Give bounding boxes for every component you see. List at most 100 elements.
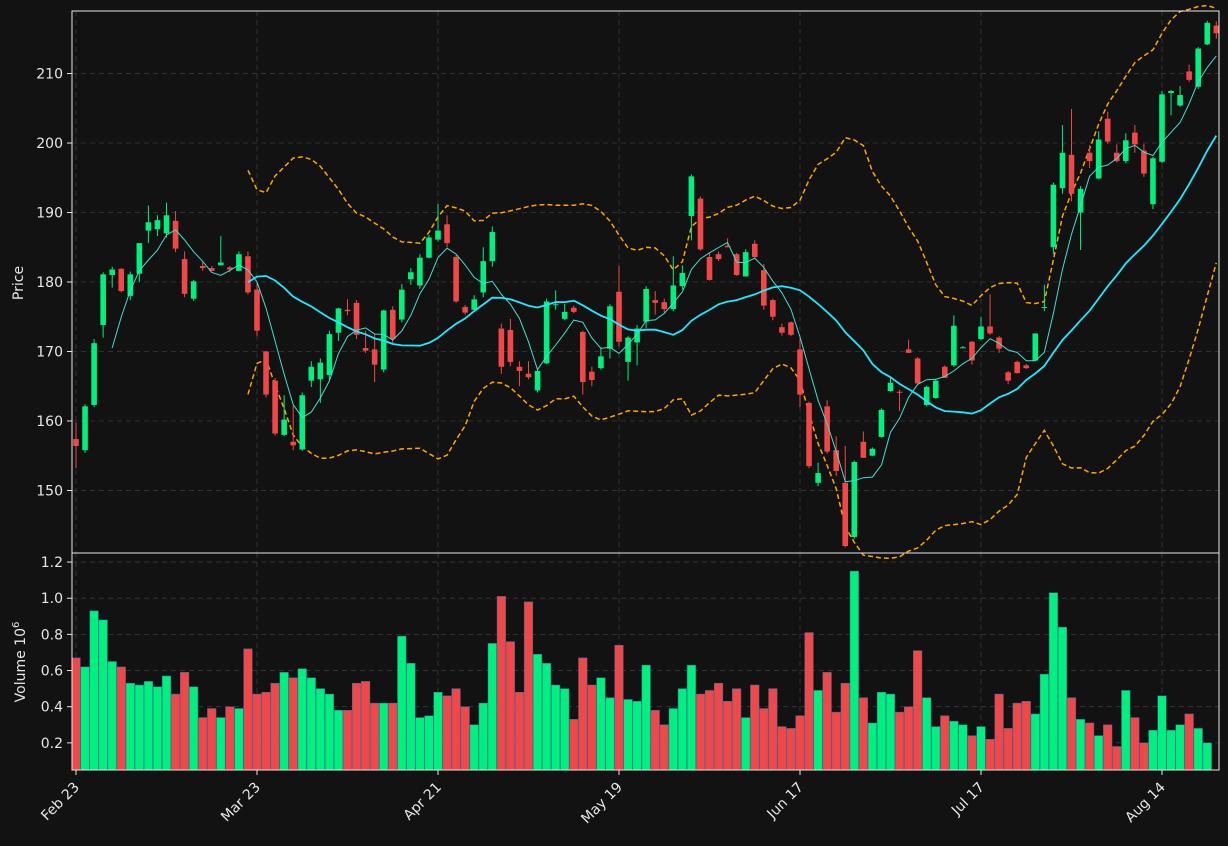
- candle-body: [842, 482, 849, 547]
- volume-bar: [686, 664, 696, 771]
- candle-body: [815, 473, 821, 483]
- volume-bar: [225, 706, 235, 771]
- candle-body: [589, 371, 595, 380]
- candle-body: [1104, 118, 1111, 142]
- candle-body: [634, 328, 640, 343]
- candle-body: [670, 285, 677, 310]
- volume-bar: [569, 719, 579, 771]
- volume-bar: [234, 708, 244, 771]
- bollinger-bands: [247, 4, 1218, 560]
- candle-body: [598, 356, 604, 369]
- candle-body: [525, 373, 532, 378]
- volume-bar: [1057, 626, 1068, 771]
- volume-bar: [261, 691, 271, 771]
- volume-tick-label: 0.4: [41, 700, 63, 716]
- volume-bar: [469, 724, 479, 771]
- volume-bar: [487, 643, 497, 771]
- candle-body: [742, 252, 749, 277]
- candle-body: [860, 441, 867, 458]
- volume-axis-label-text: Volume 10: [13, 628, 29, 702]
- volume-bar: [252, 693, 262, 771]
- candle-body: [851, 461, 858, 538]
- candle-body: [534, 370, 541, 391]
- candle-body: [706, 256, 713, 280]
- volume-bar: [243, 648, 253, 771]
- candle-body: [1005, 372, 1011, 381]
- volume-bar: [695, 693, 706, 771]
- volume-bar: [1157, 695, 1167, 771]
- candle-body: [914, 358, 921, 384]
- candle-body: [978, 326, 984, 339]
- volume-bar: [116, 666, 126, 771]
- volume-bar: [659, 724, 669, 771]
- volume-bar: [98, 619, 108, 771]
- candle-body: [724, 245, 731, 248]
- price-axis-label: Price: [11, 266, 27, 300]
- candle-body: [82, 406, 88, 451]
- volume-bar: [895, 711, 905, 771]
- candle-body: [779, 327, 785, 333]
- candle-body: [960, 347, 966, 349]
- volume-bar: [388, 702, 398, 771]
- volume-bar: [804, 632, 814, 771]
- candle-body: [1095, 139, 1102, 179]
- candle-body: [770, 300, 776, 317]
- volume-bar: [1066, 697, 1077, 771]
- candle-body: [688, 176, 695, 216]
- volume-bar: [578, 657, 588, 771]
- volume-bar: [89, 610, 99, 771]
- volume-bar: [759, 708, 769, 771]
- candle-body: [480, 261, 487, 293]
- candle-body: [1032, 333, 1039, 361]
- volume-bar: [1166, 729, 1176, 771]
- candle-body: [154, 220, 161, 230]
- volume-bar: [533, 654, 543, 771]
- candle-body: [1141, 150, 1147, 174]
- candle-body: [344, 309, 351, 312]
- candle-body: [109, 269, 115, 276]
- volume-bar: [623, 699, 633, 771]
- volume-bar: [496, 596, 506, 771]
- volume-bar: [858, 697, 868, 771]
- volume-bar: [741, 717, 751, 771]
- volume-bar: [967, 735, 977, 771]
- volume-bar: [1030, 713, 1040, 771]
- candle-body: [444, 224, 450, 244]
- volume-bar: [1121, 690, 1131, 771]
- volume-bar: [288, 677, 298, 771]
- volume-bar: [342, 710, 353, 771]
- volume-bar: [523, 601, 534, 771]
- volume-bar: [451, 688, 461, 771]
- candle-body: [951, 325, 957, 366]
- candle-body: [489, 231, 496, 262]
- volume-bar: [460, 706, 470, 771]
- candle-body: [1050, 184, 1057, 248]
- candle-body: [471, 299, 477, 310]
- candle-body: [543, 301, 550, 364]
- volume-bar: [714, 682, 724, 771]
- moving-averages: [111, 55, 1218, 483]
- volume-bar: [732, 688, 742, 771]
- candle-body: [498, 328, 505, 367]
- volume-bar: [207, 708, 217, 771]
- volume-bar: [1184, 713, 1194, 771]
- candle-body: [1113, 152, 1120, 162]
- volume-bar: [1012, 702, 1022, 771]
- volume-bar: [171, 693, 181, 771]
- candle-body: [679, 272, 686, 287]
- volume-bar: [840, 682, 850, 771]
- candle-body: [923, 386, 930, 405]
- volume-bar: [958, 724, 968, 771]
- volume-bar: [650, 710, 660, 771]
- volume-bar: [704, 690, 715, 771]
- candle-body: [833, 450, 839, 472]
- volume-tick-label: 0.2: [41, 736, 63, 752]
- volume-bar: [632, 701, 642, 771]
- candle-body: [136, 243, 143, 274]
- volume-bar: [641, 664, 651, 771]
- volume-bar: [333, 710, 343, 771]
- candle-body: [408, 272, 414, 280]
- price-tick-label: 180: [36, 275, 63, 291]
- volume-bar: [478, 702, 488, 771]
- candle-body: [73, 439, 79, 446]
